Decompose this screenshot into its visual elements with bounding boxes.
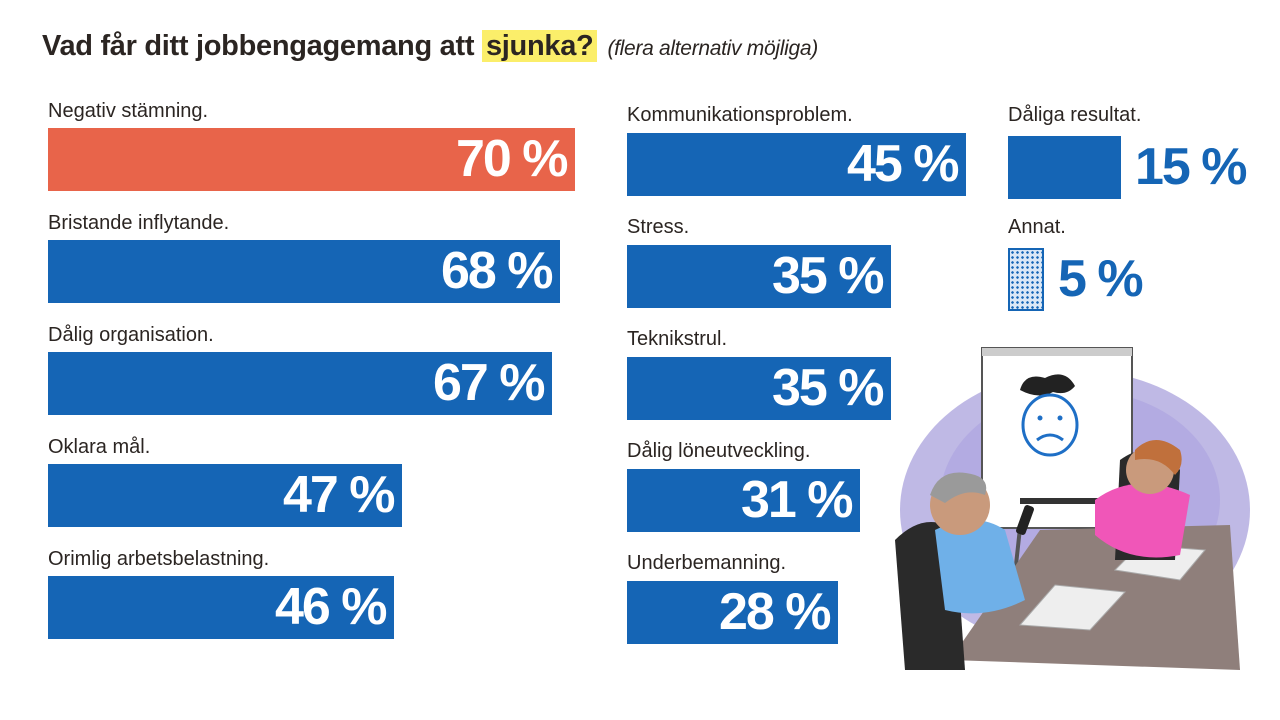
bar-label: Annat. [1008, 216, 1066, 238]
bar-label: Negativ stämning. [48, 100, 209, 122]
bar [627, 357, 891, 420]
bar-value-label: 67 % [433, 354, 546, 412]
bar-value-label: 68 % [441, 242, 554, 300]
bar [627, 133, 966, 196]
bar-label: Stress. [627, 216, 690, 238]
bar [627, 469, 860, 532]
bar-value-label: 45 % [847, 135, 960, 193]
title-main: Vad får ditt jobbengagemang att [42, 30, 475, 62]
bar-label: Dåliga resultat. [1008, 104, 1142, 126]
bar-value-label: 5 % [1058, 250, 1144, 308]
bar-label: Orimlig arbetsbelastning. [48, 548, 270, 570]
bar-label: Underbemanning. [627, 552, 786, 574]
bar-label: Teknikstrul. [627, 328, 728, 350]
bar [1008, 136, 1121, 199]
bar [48, 128, 575, 191]
bar [48, 352, 552, 415]
bar [48, 464, 402, 527]
bar [48, 576, 394, 639]
bar-label: Dålig organisation. [48, 324, 214, 346]
bar-value-label: 35 % [772, 247, 885, 305]
bar [1008, 248, 1044, 311]
bar-value-label: 31 % [741, 471, 854, 529]
bar-value-label: 28 % [719, 583, 832, 641]
bar-value-label: 35 % [772, 359, 885, 417]
bar-value-label: 70 % [456, 130, 569, 188]
bar-label: Bristande inflytande. [48, 212, 230, 234]
title-highlight: sjunka? [481, 30, 598, 62]
bar-label: Dålig löneutveckling. [627, 440, 811, 462]
bar-value-label: 47 % [283, 466, 396, 524]
bar-value-label: 15 % [1135, 138, 1248, 196]
bar-label: Oklara mål. [48, 436, 151, 458]
meeting-illustration [895, 347, 1250, 670]
bar-value-label: 46 % [275, 578, 388, 636]
chart-subtitle: (flera alternativ möjliga) [607, 37, 818, 60]
bar-label: Kommunikationsproblem. [627, 104, 853, 126]
bar [627, 245, 891, 308]
bar [48, 240, 560, 303]
bar [627, 581, 838, 644]
chart-title: Vad får ditt jobbengagemang att sjunka? (… [42, 30, 818, 63]
